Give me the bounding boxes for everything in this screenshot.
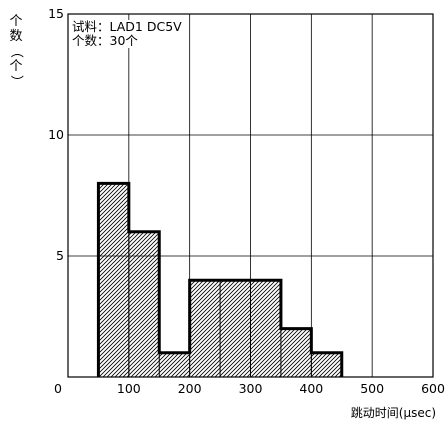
x-tick-label: 600 (421, 381, 445, 396)
y-axis-label-char: ） (8, 74, 24, 88)
y-axis-label-char: 个 (9, 14, 23, 29)
x-axis-label: 跳动时间(µsec) (350, 406, 436, 420)
y-axis-label-char: 个 (9, 59, 23, 74)
y-tick-labels: 5 10 15 (48, 6, 64, 263)
x-tick-label: 500 (360, 381, 384, 396)
y-axis-label-char: 数 (9, 29, 23, 44)
y-axis-label-char: （ (8, 44, 24, 58)
x-tick-labels: 0 100 200 300 400 500 600 (54, 381, 445, 396)
histogram-bar (250, 280, 281, 377)
histogram-bars (96, 181, 344, 377)
y-tick-label: 15 (48, 6, 64, 21)
x-tick-label: 200 (178, 381, 202, 396)
annotation-sample: 试料：LAD1 DC5V (72, 20, 185, 34)
y-tick-label: 5 (56, 248, 64, 263)
x-tick-label: 100 (117, 381, 141, 396)
histogram-bar (280, 328, 312, 377)
y-axis-label: 个 数 （ 个 ） (8, 14, 24, 89)
histogram-bar (98, 183, 129, 377)
x-tick-label: 300 (239, 381, 263, 396)
plot-frame (67, 13, 434, 378)
x-tick-label: 400 (299, 381, 323, 396)
histogram-bar (189, 280, 221, 377)
annotation-count: 个数：30个 (72, 34, 141, 48)
histogram-outline (96, 181, 344, 377)
histogram-bar (220, 280, 251, 377)
x-tick-label: 0 (54, 381, 62, 396)
histogram-bar (159, 352, 190, 377)
histogram-bar (128, 231, 160, 377)
y-tick-label: 10 (48, 127, 64, 142)
histogram-bar (311, 352, 342, 377)
